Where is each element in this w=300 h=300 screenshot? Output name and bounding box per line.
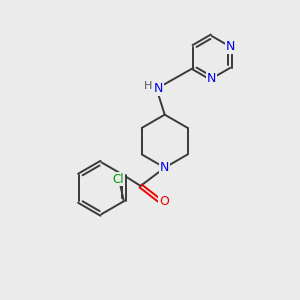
Text: N: N [154,82,164,95]
Text: N: N [160,161,169,174]
Text: N: N [207,72,217,85]
Text: Cl: Cl [112,172,124,186]
Text: O: O [159,195,169,208]
Text: H: H [143,81,152,92]
Text: N: N [226,40,235,53]
